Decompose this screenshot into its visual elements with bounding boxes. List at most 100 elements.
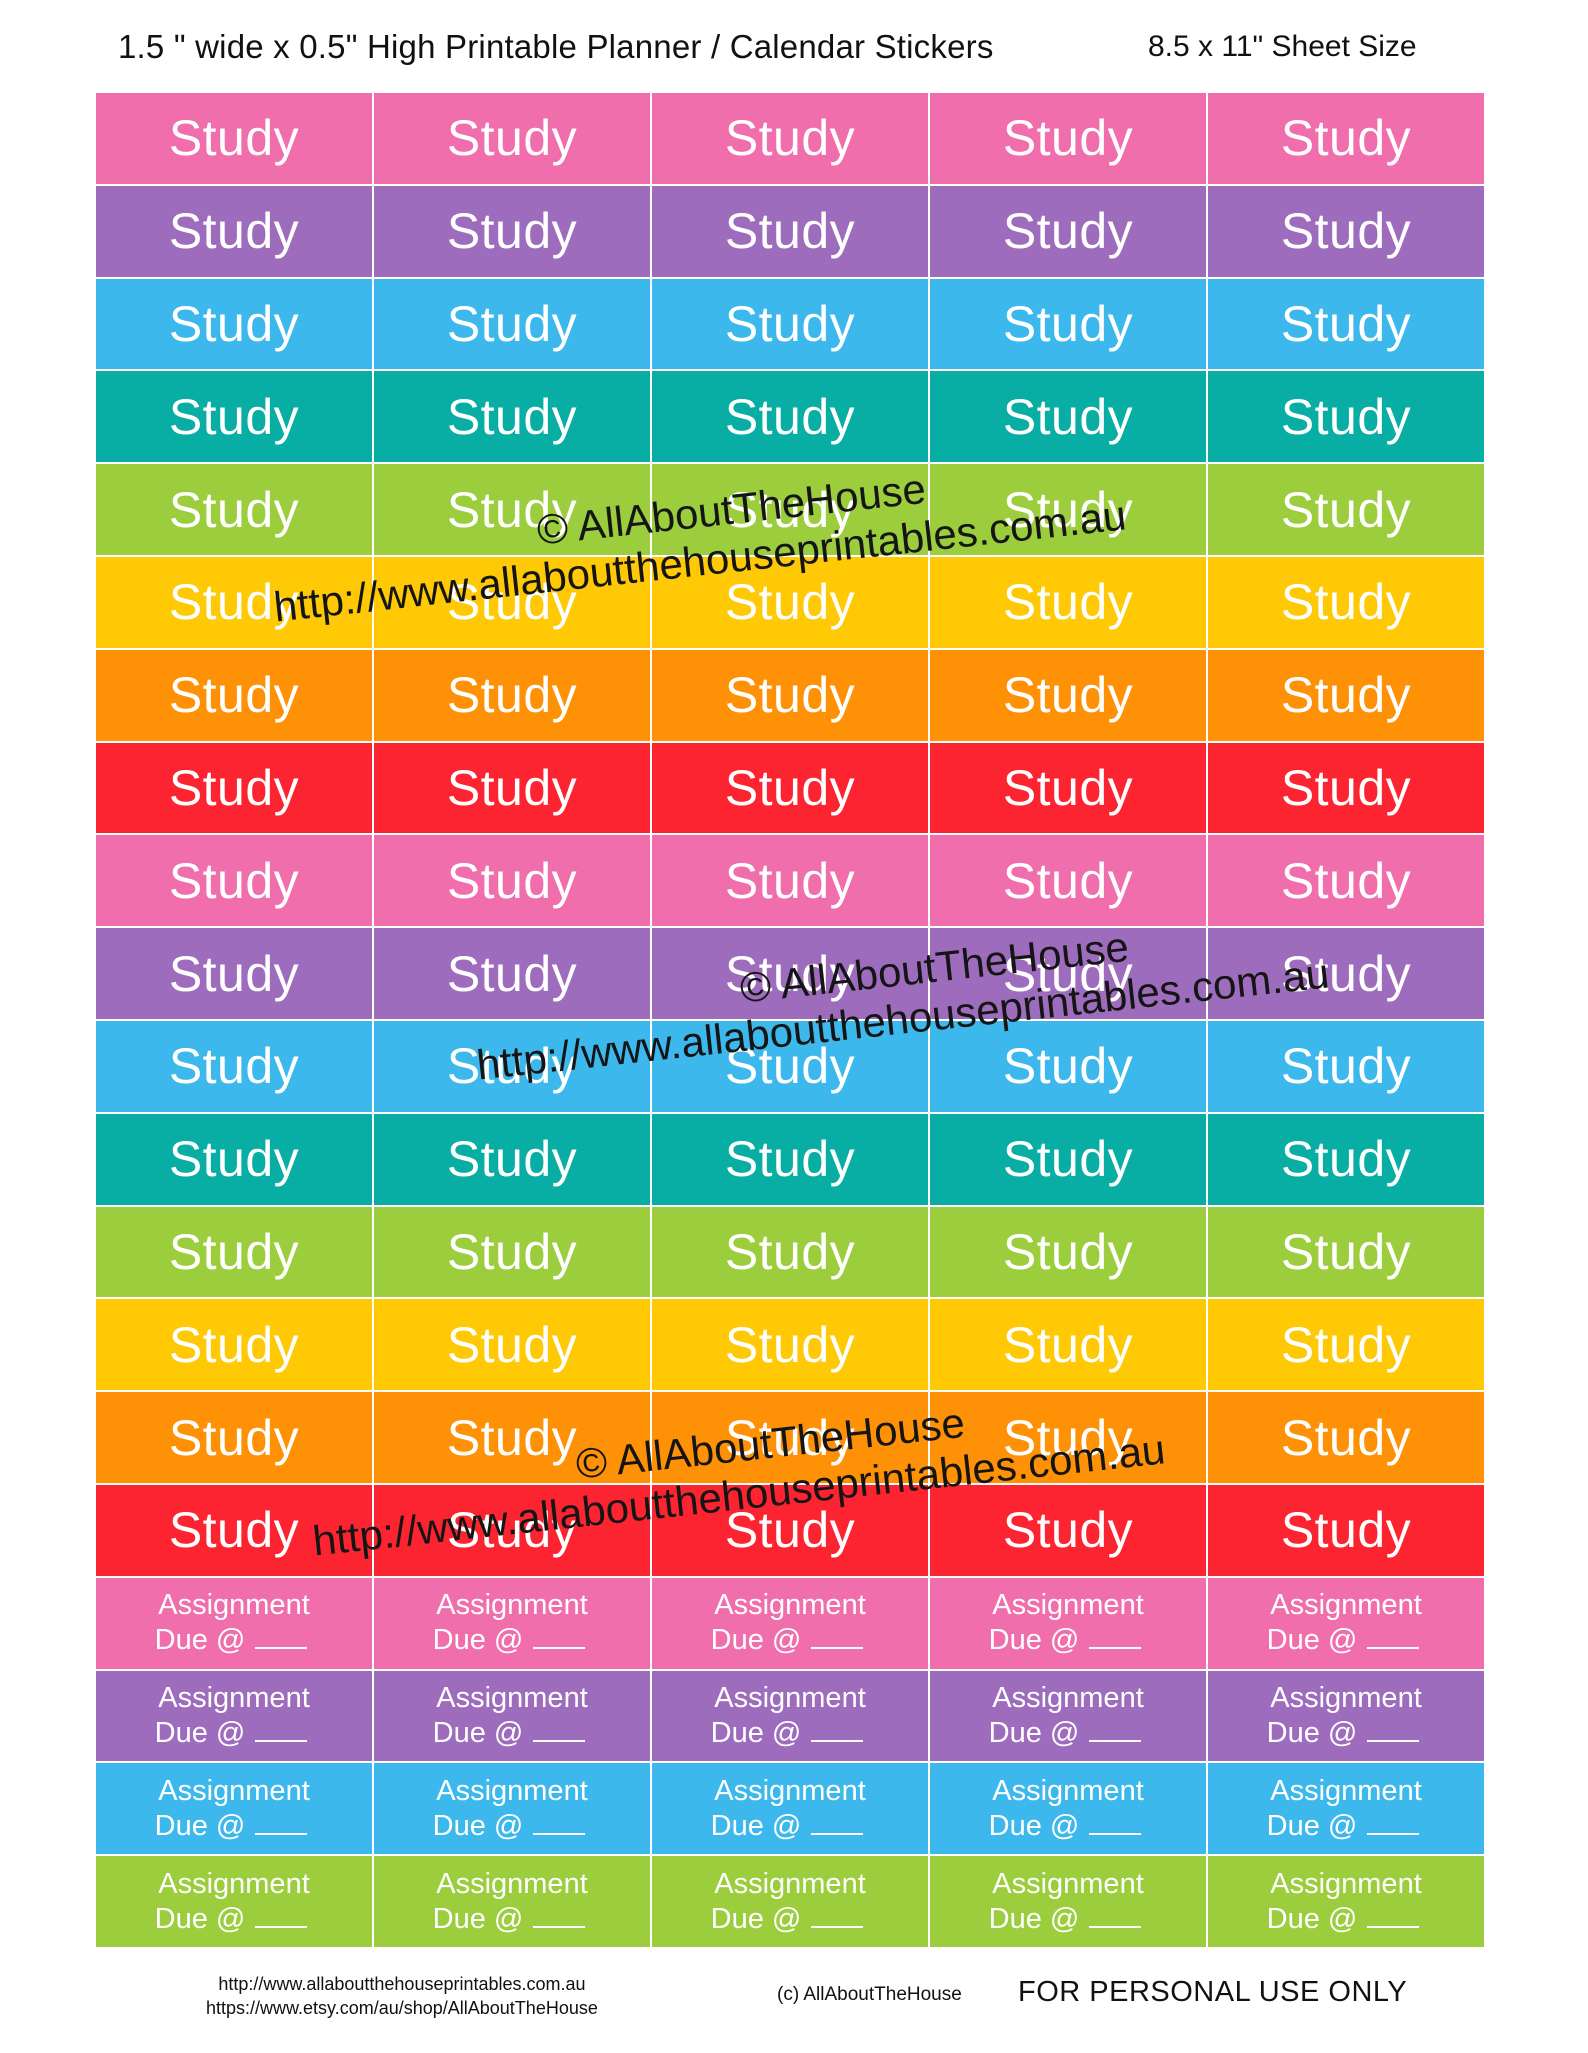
study-sticker: Study	[96, 742, 372, 834]
assignment-label: Assignment	[1270, 1682, 1422, 1715]
study-sticker: Study	[930, 93, 1206, 184]
sticker-label: Study	[1280, 1038, 1412, 1095]
sticker-label: Study	[724, 1502, 856, 1559]
study-sticker: Study	[1208, 93, 1484, 184]
assignment-label: Assignment	[992, 1774, 1144, 1807]
sticker-label: Study	[1002, 1038, 1134, 1095]
assignment-sticker: Assignment Due @	[1208, 1856, 1484, 1947]
assignment-label: Assignment	[992, 1867, 1144, 1900]
study-sticker: Study	[930, 835, 1206, 927]
sticker-label: Study	[1002, 295, 1134, 352]
due-line: Due @	[433, 1716, 586, 1751]
sticker-label: Study	[1002, 1409, 1134, 1466]
footer-etsy-link[interactable]: https://www.etsy.com/au/shop/AllAboutThe…	[206, 1998, 598, 2018]
study-sticker: Study	[652, 1392, 928, 1483]
sticker-label: Study	[724, 388, 856, 445]
sticker-label: Study	[1002, 1223, 1134, 1280]
sticker-label: Study	[1002, 852, 1134, 909]
due-line: Due @	[989, 1716, 1142, 1751]
sticker-label: Study	[724, 852, 856, 909]
assignment-label: Assignment	[714, 1774, 866, 1807]
study-sticker: Study	[1208, 1485, 1484, 1576]
due-line: Due @	[989, 1902, 1142, 1937]
footer-website-link[interactable]: http://www.allaboutthehouseprintables.co…	[218, 1974, 586, 1994]
due-blank-line	[1367, 1716, 1420, 1742]
sticker-label: Study	[168, 481, 300, 538]
study-sticker: Study	[374, 928, 650, 1019]
assignment-sticker: Assignment Due @	[1208, 1763, 1484, 1855]
sticker-label: Study	[1280, 203, 1412, 260]
study-sticker: Study	[930, 278, 1206, 370]
assignment-sticker: Assignment Due @	[96, 1856, 372, 1947]
due-blank-line	[811, 1902, 864, 1928]
sticker-label: Study	[168, 203, 300, 260]
assignment-sticker: Assignment Due @	[930, 1577, 1206, 1669]
sticker-label: Study	[1280, 574, 1412, 631]
due-line: Due @	[155, 1809, 308, 1844]
study-sticker: Study	[374, 835, 650, 927]
sticker-label: Study	[446, 1409, 578, 1466]
study-sticker: Study	[930, 1392, 1206, 1483]
assignment-label: Assignment	[714, 1682, 866, 1715]
study-sticker: Study	[96, 928, 372, 1019]
sticker-label: Study	[724, 295, 856, 352]
study-sticker: Study	[652, 185, 928, 277]
assignment-label: Assignment	[1270, 1774, 1422, 1807]
sticker-label: Study	[724, 481, 856, 538]
assignment-label: Assignment	[436, 1682, 588, 1715]
sticker-label: Study	[1002, 481, 1134, 538]
sticker-label: Study	[1280, 481, 1412, 538]
assignment-label: Assignment	[1270, 1867, 1422, 1900]
due-blank-line	[811, 1809, 864, 1835]
assignment-sticker: Assignment Due @	[652, 1763, 928, 1855]
due-label: Due @	[1266, 1902, 1358, 1935]
sticker-label: Study	[1002, 574, 1134, 631]
sticker-label: Study	[168, 759, 300, 816]
due-label: Due @	[710, 1716, 802, 1749]
assignment-label: Assignment	[158, 1867, 310, 1900]
due-blank-line	[811, 1623, 864, 1650]
study-sticker: Study	[652, 1206, 928, 1298]
study-sticker: Study	[652, 93, 928, 184]
assignment-label: Assignment	[714, 1867, 866, 1900]
study-sticker: Study	[1208, 278, 1484, 370]
study-sticker: Study	[374, 185, 650, 277]
study-sticker: Study	[374, 1392, 650, 1483]
sticker-label: Study	[168, 1316, 300, 1373]
assignment-label: Assignment	[992, 1589, 1144, 1622]
due-blank-line	[1367, 1623, 1420, 1650]
sticker-label: Study	[1280, 852, 1412, 909]
sticker-label: Study	[168, 1502, 300, 1559]
sticker-label: Study	[724, 667, 856, 724]
study-sticker: Study	[652, 278, 928, 370]
study-sticker: Study	[652, 557, 928, 648]
study-sticker: Study	[96, 93, 372, 184]
sticker-label: Study	[1280, 1223, 1412, 1280]
sticker-label: Study	[168, 1038, 300, 1095]
sticker-label: Study	[168, 1409, 300, 1466]
sticker-label: Study	[724, 759, 856, 816]
sticker-label: Study	[724, 110, 856, 167]
due-blank-line	[1089, 1716, 1142, 1742]
due-line: Due @	[155, 1902, 308, 1937]
footer-copyright: (c) AllAboutTheHouse	[777, 1984, 962, 2005]
due-blank-line	[255, 1716, 308, 1742]
due-line: Due @	[1267, 1809, 1420, 1844]
sticker-label: Study	[1280, 1131, 1412, 1188]
due-blank-line	[1089, 1809, 1142, 1835]
study-sticker: Study	[96, 1485, 372, 1576]
due-line: Due @	[155, 1623, 308, 1658]
sticker-label: Study	[1002, 1502, 1134, 1559]
study-sticker: Study	[930, 928, 1206, 1019]
study-sticker: Study	[652, 928, 928, 1019]
sticker-label: Study	[724, 203, 856, 260]
due-label: Due @	[432, 1624, 524, 1657]
due-line: Due @	[711, 1623, 864, 1658]
sticker-label: Study	[1002, 1316, 1134, 1373]
study-sticker: Study	[96, 371, 372, 463]
due-blank-line	[255, 1902, 308, 1928]
assignment-label: Assignment	[714, 1589, 866, 1622]
study-sticker: Study	[96, 464, 372, 555]
assignment-sticker: Assignment Due @	[96, 1670, 372, 1762]
due-line: Due @	[155, 1716, 308, 1751]
